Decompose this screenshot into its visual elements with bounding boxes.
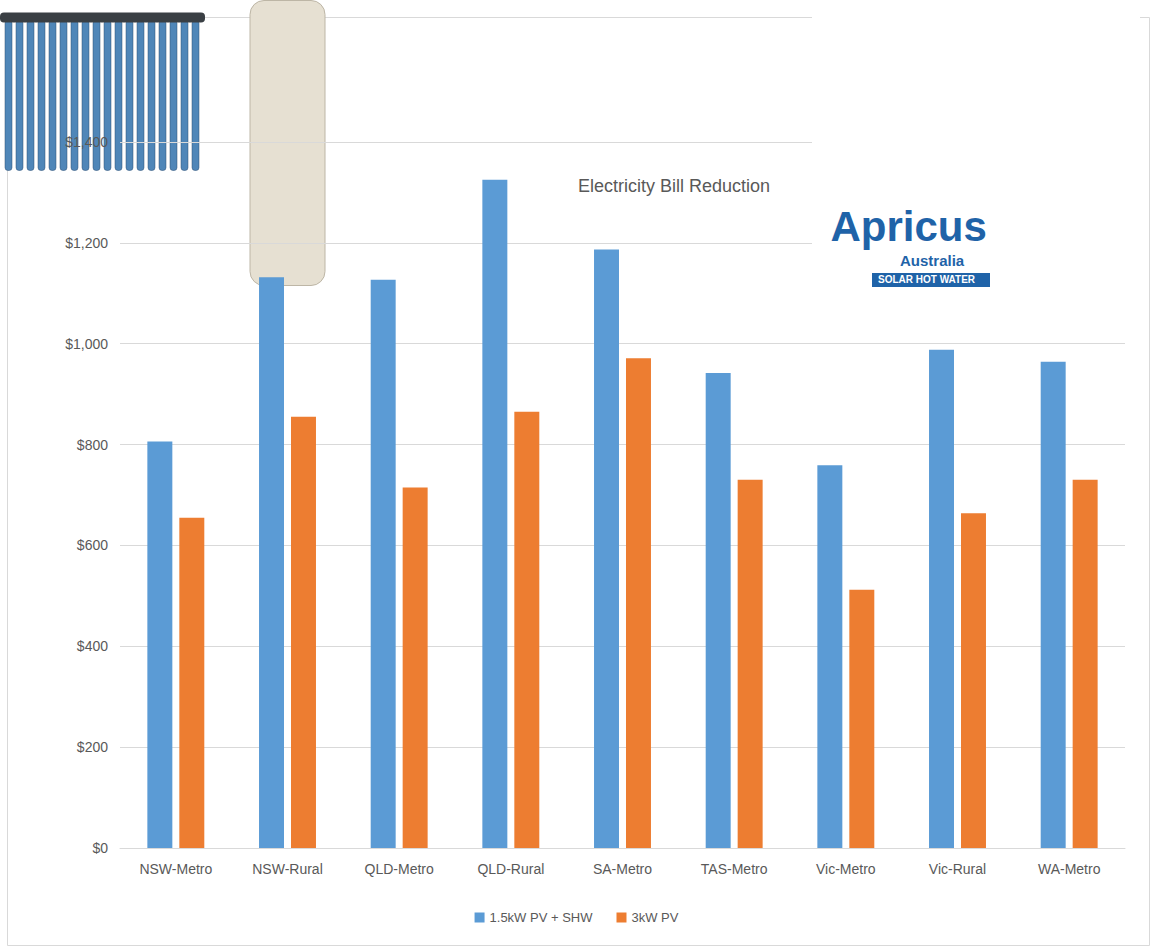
svg-text:Vic-Metro: Vic-Metro bbox=[816, 861, 876, 877]
svg-text:$600: $600 bbox=[77, 537, 108, 553]
svg-text:$800: $800 bbox=[77, 437, 108, 453]
svg-text:TAS-Metro: TAS-Metro bbox=[701, 861, 768, 877]
svg-text:Vic-Rural: Vic-Rural bbox=[929, 861, 986, 877]
svg-text:QLD-Rural: QLD-Rural bbox=[477, 861, 544, 877]
svg-text:Australia: Australia bbox=[900, 252, 965, 269]
svg-text:$1,200: $1,200 bbox=[65, 235, 108, 251]
svg-text:NSW-Rural: NSW-Rural bbox=[252, 861, 323, 877]
svg-text:NSW-Metro: NSW-Metro bbox=[139, 861, 212, 877]
svg-text:$1,000: $1,000 bbox=[65, 336, 108, 352]
svg-text:1.5kW PV + SHW: 1.5kW PV + SHW bbox=[490, 910, 594, 925]
svg-text:SOLAR HOT WATER: SOLAR HOT WATER bbox=[878, 274, 976, 285]
svg-text:$400: $400 bbox=[77, 638, 108, 654]
svg-text:$0: $0 bbox=[92, 840, 108, 856]
svg-text:3kW PV: 3kW PV bbox=[631, 910, 678, 925]
svg-text:Apricus: Apricus bbox=[831, 203, 987, 250]
svg-text:Electricity Bill Reduction: Electricity Bill Reduction bbox=[578, 176, 770, 196]
svg-text:WA-Metro: WA-Metro bbox=[1038, 861, 1101, 877]
svg-text:$200: $200 bbox=[77, 739, 108, 755]
svg-text:SA-Metro: SA-Metro bbox=[593, 861, 652, 877]
svg-text:$1,400: $1,400 bbox=[65, 134, 108, 150]
svg-text:QLD-Metro: QLD-Metro bbox=[365, 861, 434, 877]
